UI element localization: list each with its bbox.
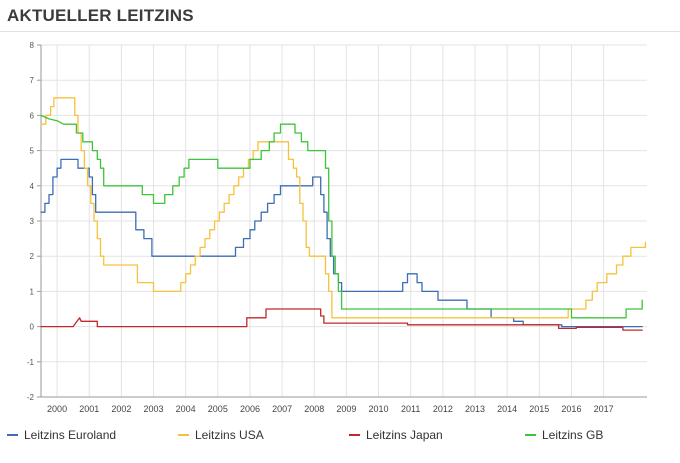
x-tick-label: 2000 [47,404,67,414]
x-tick-label: 2015 [529,404,549,414]
y-tick-label: 7 [30,76,35,85]
legend-label: Leitzins Euroland [24,428,117,442]
y-tick-label: 1 [30,287,35,296]
x-tick-label: 2016 [561,404,581,414]
x-tick-label: 2002 [111,404,131,414]
legend-item-leitzins-gb[interactable]: Leitzins GB [525,428,603,442]
title-divider [0,31,680,32]
legend-label: Leitzins Japan [366,428,443,442]
y-tick-label: 5 [30,147,35,156]
series-line-leitzins-japan [40,308,643,331]
legend-swatch [525,434,536,436]
chart-legend: Leitzins Euroland Leitzins USA Leitzins Ja… [0,428,680,448]
x-tick-label: 2014 [497,404,517,414]
x-tick-label: 2010 [369,404,389,414]
x-tick-label: 2007 [272,404,292,414]
series-line-leitzins-usa [40,97,647,319]
legend-label: Leitzins USA [195,428,264,442]
legend-item-leitzins-usa[interactable]: Leitzins USA [178,428,264,442]
series-line-leitzins-gb [40,114,643,319]
y-tick-label: -1 [27,358,35,367]
x-tick-label: 2012 [433,404,453,414]
x-tick-label: 2006 [240,404,260,414]
legend-item-leitzins-euroland[interactable]: Leitzins Euroland [7,428,116,442]
y-tick-label: -2 [27,393,35,402]
y-tick-label: 4 [30,182,35,191]
y-tick-label: 8 [30,41,35,50]
legend-swatch [7,434,18,436]
legend-item-leitzins-japan[interactable]: Leitzins Japan [349,428,443,442]
x-tick-label: 2008 [304,404,324,414]
legend-label: Leitzins GB [542,428,604,442]
chart-title: AKTUELLER LEITZINS [7,6,194,25]
x-tick-label: 2013 [465,404,485,414]
x-tick-label: 2017 [594,404,614,414]
x-tick-label: 2005 [208,404,228,414]
y-tick-label: 6 [30,111,35,120]
x-tick-label: 2003 [144,404,164,414]
legend-swatch [349,434,360,436]
y-tick-label: 2 [30,252,35,261]
x-tick-label: 2004 [176,404,196,414]
x-tick-label: 2001 [79,404,99,414]
x-tick-label: 2009 [336,404,356,414]
x-tick-label: 2011 [401,404,420,414]
legend-swatch [178,434,189,436]
y-tick-label: 3 [30,217,35,226]
y-tick-label: 0 [30,323,35,332]
